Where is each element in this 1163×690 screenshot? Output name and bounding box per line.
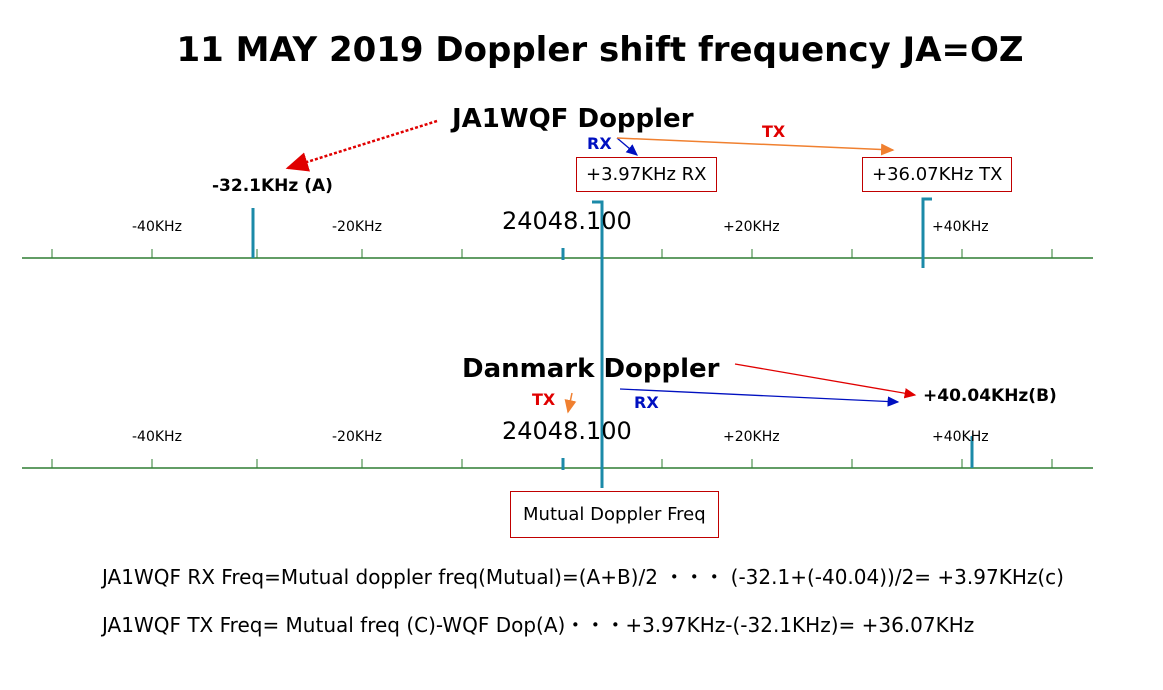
rx-freq-box: +3.97KHz RX [576, 157, 717, 192]
ja-heading: JA1WQF Doppler [452, 104, 694, 134]
lower-tick-label: -20KHz [332, 429, 382, 445]
ja-tx-tag: TX [762, 122, 786, 141]
lower-tick-label: +20KHz [723, 429, 780, 445]
marker-a-label: -32.1KHz (A) [212, 176, 333, 196]
tx-formula: JA1WQF TX Freq= Mutual freq (C)-WQF Dop(… [102, 613, 975, 637]
dk-to-b-arrow [734, 363, 917, 399]
dk-heading: Danmark Doppler [462, 354, 720, 384]
lower-axis [22, 459, 1093, 469]
dk-tx-tag: TX [532, 390, 556, 409]
upper-axis [22, 249, 1093, 259]
upper-tick-label: -40KHz [132, 219, 182, 235]
mutual-doppler-box: Mutual Doppler Freq [510, 491, 719, 538]
upper-center-freq: 24048.100 [502, 207, 632, 235]
page-title: 11 MAY 2019 Doppler shift frequency JA=O… [176, 30, 1024, 70]
ja-rx-tag: RX [587, 134, 612, 153]
tx-freq-line [921, 197, 932, 268]
lower-tick-label: -40KHz [132, 429, 182, 445]
mutual-freq-line [592, 200, 604, 488]
dk-rx-arrow [619, 388, 900, 407]
dk-rx-tag: RX [634, 393, 659, 412]
lower-tick-label: +40KHz [932, 429, 989, 445]
marker-b-label: +40.04KHz(B) [923, 386, 1057, 406]
lower-center-freq: 24048.100 [502, 417, 632, 445]
upper-tick-label: +40KHz [932, 219, 989, 235]
tx-freq-box: +36.07KHz TX [862, 157, 1013, 192]
ja-to-a-arrow [285, 119, 438, 172]
rx-formula: JA1WQF RX Freq=Mutual doppler freq(Mutua… [102, 565, 1064, 589]
upper-tick-label: +20KHz [723, 219, 780, 235]
ja-tx-arrow [616, 137, 895, 156]
upper-tick-label: -20KHz [332, 219, 382, 235]
dk-tx-arrow [564, 392, 577, 414]
ja-rx-arrow [616, 137, 638, 156]
